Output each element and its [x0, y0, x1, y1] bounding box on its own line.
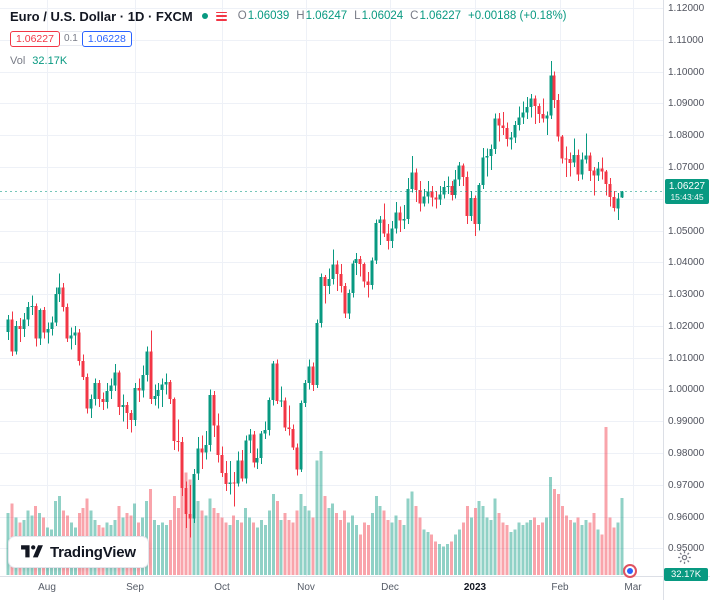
time-tick-label: 2023	[463, 582, 487, 593]
time-tick-label: Feb	[551, 582, 569, 593]
time-tick-label: Aug	[38, 582, 56, 593]
price-tick-label: 1.08000	[668, 130, 705, 141]
legend-menu-icon[interactable]	[215, 11, 227, 21]
price-tick-label: 1.11000	[668, 35, 704, 46]
symbol-title[interactable]: Euro / U.S. Dollar · 1D · FXCM	[10, 8, 193, 24]
change-value: +0.00188 (+0.18%)	[468, 10, 567, 22]
close-label: C	[410, 10, 419, 22]
bar-countdown: 15:43:45	[670, 192, 704, 202]
ohlc-values: O 1.06039 H 1.06247 L 1.06024 C 1.06227 +0.0…	[231, 10, 567, 22]
chart-legend: Euro / U.S. Dollar · 1D · FXCM O 1.06039 …	[10, 7, 567, 67]
price-tick-label: 1.01000	[668, 353, 705, 364]
high-label: H	[296, 10, 305, 22]
price-tick-label: 0.97000	[668, 480, 705, 491]
price-tick-label: 0.95000	[668, 543, 705, 554]
time-axis[interactable]: Aug Sep Oct Nov Dec 2023 Feb Mar	[0, 576, 663, 600]
sell-bid-button[interactable]: 1.06227	[10, 30, 60, 47]
price-tick-label: 1.12000	[668, 3, 705, 14]
close-value: 1.06227	[419, 10, 462, 22]
low-value: 1.06024	[361, 10, 404, 22]
price-tick-label: 1.03000	[668, 289, 705, 300]
last-price-value: 1.06227	[668, 181, 706, 192]
tradingview-brand-text: TradingView	[50, 543, 136, 561]
price-tick-label: 1.10000	[668, 67, 705, 78]
price-tick-label: 0.96000	[668, 512, 705, 523]
tradingview-logo[interactable]: TradingView	[8, 536, 149, 568]
open-value: 1.06039	[247, 10, 290, 22]
price-tick-label: 0.99000	[668, 416, 705, 427]
time-tick-label: Nov	[297, 582, 315, 593]
last-price-label[interactable]: 1.06227 15:43:45	[665, 179, 709, 204]
time-tick-label: Sep	[126, 582, 144, 593]
time-tick-label: Dec	[381, 582, 399, 593]
price-tick-label: 1.07000	[668, 162, 705, 173]
volume-label: Vol	[10, 55, 26, 67]
spread-value: 0.1	[59, 31, 82, 46]
buy-ask-button[interactable]: 1.06228	[81, 30, 132, 47]
candlestick-series	[6, 61, 624, 538]
candlestick-chart	[0, 0, 663, 576]
market-status-dot-icon	[201, 13, 208, 19]
tradingview-mark-icon	[21, 544, 43, 557]
high-value: 1.06247	[305, 10, 348, 22]
price-tick-label: 1.04000	[668, 257, 705, 268]
open-label: O	[237, 10, 247, 22]
price-tick-label: 1.09000	[668, 98, 705, 109]
low-label: L	[354, 10, 361, 22]
time-tick-label: Mar	[624, 582, 642, 593]
price-axis[interactable]: 1.06227 15:43:45 1.12000 1.11000 1.10000 1.…	[663, 0, 710, 576]
volume-value: 32.17K	[32, 55, 68, 67]
price-tick-label: 1.00000	[668, 384, 705, 395]
time-tick-label: Oct	[214, 582, 230, 593]
price-tick-label: 1.05000	[668, 226, 705, 237]
price-tick-label: 1.02000	[668, 321, 705, 332]
price-tick-label: 0.98000	[668, 448, 705, 459]
settings-gear-icon[interactable]	[677, 550, 692, 565]
event-badge-icon[interactable]	[623, 564, 637, 578]
volume-axis-label: 32.17K	[664, 568, 708, 581]
chart-canvas[interactable]	[0, 0, 663, 576]
